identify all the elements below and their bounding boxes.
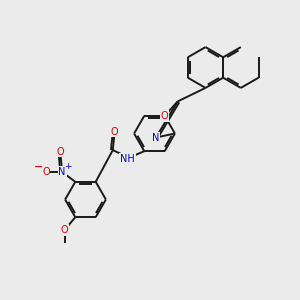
Text: N: N bbox=[58, 167, 66, 177]
Text: O: O bbox=[42, 167, 50, 177]
Text: O: O bbox=[161, 111, 169, 121]
Text: −: − bbox=[34, 162, 43, 172]
Text: NH: NH bbox=[120, 154, 135, 164]
Text: O: O bbox=[57, 146, 64, 157]
Text: O: O bbox=[60, 225, 68, 235]
Text: +: + bbox=[64, 162, 71, 171]
Text: N: N bbox=[152, 133, 160, 142]
Text: O: O bbox=[110, 127, 118, 136]
